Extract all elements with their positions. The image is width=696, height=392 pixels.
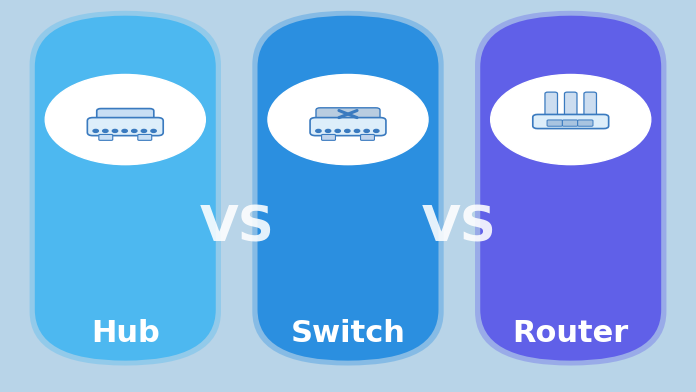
- Circle shape: [141, 129, 147, 132]
- Text: Hub: Hub: [91, 319, 159, 348]
- Text: VS: VS: [199, 203, 274, 251]
- Circle shape: [335, 129, 340, 132]
- FancyBboxPatch shape: [97, 109, 154, 120]
- Circle shape: [103, 129, 108, 132]
- Circle shape: [132, 129, 137, 132]
- FancyBboxPatch shape: [252, 11, 444, 365]
- FancyBboxPatch shape: [88, 118, 163, 136]
- FancyBboxPatch shape: [480, 16, 661, 361]
- FancyBboxPatch shape: [475, 11, 666, 365]
- FancyBboxPatch shape: [138, 134, 152, 140]
- Circle shape: [112, 129, 118, 132]
- Circle shape: [151, 129, 156, 132]
- FancyBboxPatch shape: [316, 108, 380, 120]
- FancyBboxPatch shape: [584, 92, 596, 116]
- Circle shape: [364, 129, 370, 132]
- FancyBboxPatch shape: [361, 134, 374, 140]
- FancyBboxPatch shape: [35, 16, 216, 361]
- Circle shape: [374, 129, 379, 132]
- Circle shape: [122, 129, 127, 132]
- Circle shape: [491, 74, 651, 165]
- FancyBboxPatch shape: [99, 134, 113, 140]
- FancyBboxPatch shape: [562, 120, 578, 126]
- FancyBboxPatch shape: [258, 16, 438, 361]
- Text: Switch: Switch: [290, 319, 406, 348]
- FancyBboxPatch shape: [310, 118, 386, 136]
- FancyBboxPatch shape: [29, 11, 221, 365]
- Circle shape: [268, 74, 428, 165]
- FancyBboxPatch shape: [322, 134, 335, 140]
- Text: Router: Router: [512, 319, 629, 348]
- FancyBboxPatch shape: [533, 114, 608, 129]
- Circle shape: [93, 129, 98, 132]
- FancyBboxPatch shape: [578, 120, 593, 126]
- Text: VS: VS: [422, 203, 497, 251]
- Circle shape: [345, 129, 350, 132]
- Circle shape: [316, 129, 321, 132]
- Circle shape: [45, 74, 205, 165]
- FancyBboxPatch shape: [545, 92, 557, 116]
- FancyBboxPatch shape: [564, 92, 577, 116]
- FancyBboxPatch shape: [547, 120, 562, 126]
- Circle shape: [326, 129, 331, 132]
- Circle shape: [354, 129, 360, 132]
